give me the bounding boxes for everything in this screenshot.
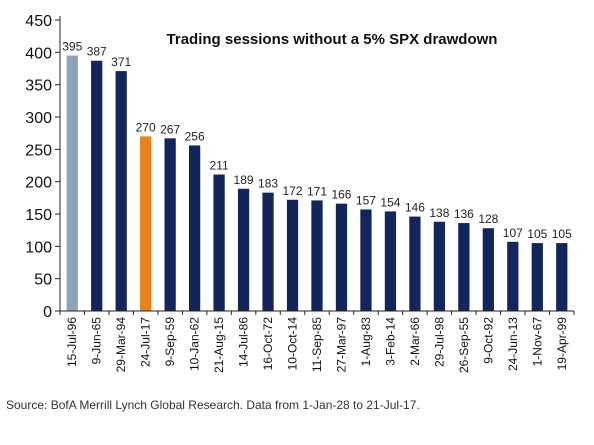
x-category-label: 2-Mar-66	[408, 317, 422, 366]
bar-value-label: 183	[258, 177, 278, 191]
x-category-label: 19-Apr-99	[555, 317, 569, 371]
y-tick-label: 450	[25, 13, 52, 30]
bar-value-label: 256	[185, 129, 205, 143]
bar-value-label: 157	[356, 193, 376, 207]
x-category-label: 21-Aug-15	[212, 317, 226, 373]
bar-9-Oct-92	[482, 228, 494, 311]
x-category-label: 24-Jun-13	[506, 317, 520, 371]
bar-19-Apr-99	[556, 243, 568, 311]
bar-value-label: 107	[503, 226, 523, 240]
bar-value-label: 371	[111, 55, 131, 69]
bar-27-Mar-97	[335, 203, 348, 311]
x-category-label: 26-Sep-55	[457, 317, 471, 373]
bar-value-label: 138	[429, 206, 449, 220]
bar-10-Jan-62	[188, 145, 201, 311]
bars-layer: 395 387 371 270 267 256 211 189 183 172 171 166 157 1…	[62, 40, 572, 311]
x-category-label: 24-Jul-17	[139, 317, 153, 367]
x-category-label: 16-Oct-72	[261, 317, 275, 371]
x-category-label: 3-Feb-14	[383, 317, 397, 366]
x-category-label: 11-Sep-85	[310, 317, 324, 372]
bar-value-label: 267	[160, 122, 180, 136]
x-category-label: 9-Jun-65	[90, 317, 104, 365]
bar-value-label: 154	[380, 195, 400, 209]
bar-value-label: 270	[136, 120, 156, 134]
bar-29-Jul-98	[433, 221, 446, 311]
x-category-label: 10-Oct-14	[286, 317, 300, 371]
bar-value-label: 146	[405, 201, 425, 215]
bar-9-Sep-59	[164, 138, 176, 311]
bar-15-Jul-96	[66, 55, 78, 311]
bar-29-Mar-94	[115, 71, 127, 311]
bar-2-Mar-66	[409, 216, 421, 311]
bar-14-Jul-86	[237, 188, 250, 311]
y-tick-label: 0	[43, 304, 52, 321]
bar-value-label: 395	[62, 40, 82, 54]
y-tick-label: 150	[25, 207, 52, 224]
x-category-label: 15-Jul-96	[65, 317, 79, 367]
source-note: Source: BofA Merrill Lynch Global Resear…	[6, 398, 420, 412]
bar-26-Sep-55	[458, 223, 470, 311]
bar-16-Oct-72	[262, 192, 274, 311]
x-category-label: 29-Mar-94	[114, 317, 128, 373]
bar-10-Oct-14	[286, 199, 299, 311]
x-category-label: 29-Jul-98	[432, 317, 446, 367]
bar-value-label: 211	[210, 159, 229, 173]
bar-24-Jun-13	[507, 241, 519, 311]
axis-layer: 0 50 100 150 200 250 300 350 400 450 15-Jul-96 9-Ju…	[25, 13, 575, 373]
x-category-label: 1-Aug-83	[359, 317, 373, 367]
y-tick-label: 350	[25, 78, 52, 95]
bar-value-label: 166	[331, 188, 351, 202]
chart-title: Trading sessions without a 5% SPX drawdo…	[167, 31, 498, 48]
y-tick-label: 100	[25, 239, 52, 256]
bar-9-Jun-65	[91, 60, 103, 311]
bar-value-label: 387	[87, 45, 107, 59]
bar-1-Nov-67	[531, 243, 543, 311]
bar-value-label: 136	[454, 207, 474, 221]
bar-value-label: 128	[478, 212, 498, 226]
y-tick-label: 400	[25, 45, 52, 62]
y-tick-label: 50	[34, 272, 52, 289]
bar-value-label: 105	[552, 227, 572, 241]
x-category-label: 27-Mar-97	[334, 317, 348, 373]
x-category-label: 14-Jul-86	[237, 317, 251, 367]
bar-1-Aug-83	[360, 209, 372, 311]
x-category-label: 9-Sep-59	[163, 317, 177, 367]
bar-value-label: 171	[307, 184, 327, 198]
y-tick-label: 300	[25, 110, 52, 127]
bar-value-label: 172	[283, 184, 303, 198]
bar-21-Aug-15	[213, 174, 225, 311]
bar-value-label: 105	[527, 227, 547, 241]
bar-24-Jul-17	[140, 136, 152, 311]
y-tick-label: 250	[25, 142, 52, 159]
bar-3-Feb-14	[384, 211, 397, 311]
x-category-label: 1-Nov-67	[530, 317, 544, 367]
x-category-label: 10-Jan-62	[188, 317, 202, 371]
y-tick-label: 200	[25, 175, 52, 192]
bar-value-label: 189	[234, 173, 254, 187]
bar-11-Sep-85	[311, 200, 323, 311]
x-category-label: 9-Oct-92	[481, 317, 495, 364]
